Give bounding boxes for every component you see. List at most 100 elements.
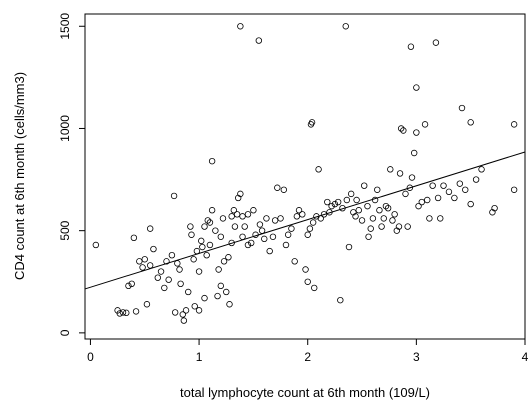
data-point [185,288,192,296]
y-axis-title: CD4 count at 6th month (cells/mm3) [12,72,27,280]
data-point [407,43,415,50]
data-point [282,241,290,249]
data-point [328,202,335,210]
data-point [233,211,241,218]
data-point [311,284,318,292]
data-point [396,170,404,177]
data-point [491,204,498,212]
data-point [397,125,405,132]
data-point [132,308,140,315]
data-point [424,196,431,204]
data-point [179,311,186,318]
data-point [119,309,127,316]
data-point [280,186,288,193]
data-point [208,207,216,214]
data-point [261,235,268,243]
data-point [309,219,317,226]
data-point [324,198,331,206]
data-point [214,292,221,300]
data-point [367,225,374,232]
data-point [295,207,303,214]
data-point [266,247,273,255]
data-point [378,223,385,230]
data-point [250,207,257,214]
data-point [343,196,351,204]
data-point [241,223,248,230]
data-point [217,233,225,240]
data-point [146,262,154,269]
data-point [170,192,178,200]
data-point [374,186,381,193]
data-point [376,207,383,214]
data-point [467,119,474,126]
data-point [228,213,235,220]
data-point [347,190,355,198]
data-point [176,266,183,273]
x-tick-label: 4 [522,350,529,364]
data-point [177,280,184,288]
data-point [426,215,433,222]
data-point [201,223,208,230]
data-point [355,207,362,214]
data-point [136,258,143,265]
data-point [195,307,203,314]
data-point [263,215,270,222]
data-point [206,219,214,226]
data-point [400,127,407,134]
data-point [163,258,170,265]
data-point [143,301,151,308]
data-point [225,254,232,261]
y-tick-label: 1500 [58,13,72,40]
data-point [198,237,205,245]
data-point [291,258,298,265]
data-point [220,258,228,265]
data-point [223,288,230,296]
data-point [352,213,359,220]
data-point [353,196,360,204]
data-point [306,225,314,232]
data-point [451,194,458,202]
data-point [456,180,464,187]
data-point [458,104,466,112]
x-tick-label: 2 [304,350,311,364]
data-point [380,215,387,222]
data-point [116,310,123,317]
data-point [244,211,252,218]
data-point [125,282,132,290]
data-point [239,213,246,220]
data-point [395,223,403,230]
data-point [182,307,190,314]
data-point [188,231,195,238]
data-point [402,190,409,198]
data-point [191,303,198,310]
data-point [342,23,349,30]
data-point [130,234,138,242]
data-point [418,198,425,206]
regression-line [84,151,526,290]
data-point [150,245,157,253]
data-point [92,241,100,249]
data-point [269,233,277,240]
data-point [195,268,203,275]
data-point [410,149,418,157]
data-point [413,129,420,136]
data-point [389,217,396,224]
data-point [434,194,442,202]
data-point [304,231,311,238]
x-axis: 0 1 2 3 4 [87,339,529,364]
y-axis: 0 500 1000 1500 [58,13,85,336]
data-point [302,266,309,273]
data-point [284,231,292,238]
data-point [315,166,322,173]
data-point [440,182,447,189]
data-point [478,166,485,173]
data-point [369,215,377,222]
data-point [334,198,342,206]
data-point [187,223,194,230]
data-point [277,215,284,222]
data-point [320,211,328,218]
data-point [212,227,219,234]
data-point [237,23,244,30]
data-point [331,200,339,208]
data-point [308,119,316,126]
